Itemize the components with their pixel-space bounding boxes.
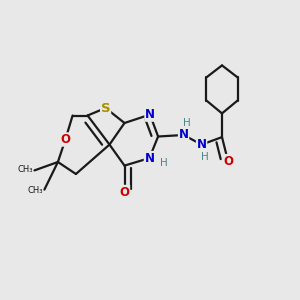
Text: H: H [183, 118, 190, 128]
Text: N: N [145, 108, 155, 121]
Text: CH₃: CH₃ [27, 186, 43, 195]
Text: N: N [196, 138, 207, 151]
Text: O: O [119, 185, 130, 199]
Text: N: N [144, 152, 154, 165]
Text: O: O [60, 133, 70, 146]
Text: O: O [223, 154, 233, 168]
Text: H: H [201, 152, 208, 162]
Text: N: N [178, 128, 189, 142]
Text: H: H [160, 158, 168, 168]
Text: S: S [101, 101, 110, 115]
Text: CH₃: CH₃ [17, 165, 33, 174]
